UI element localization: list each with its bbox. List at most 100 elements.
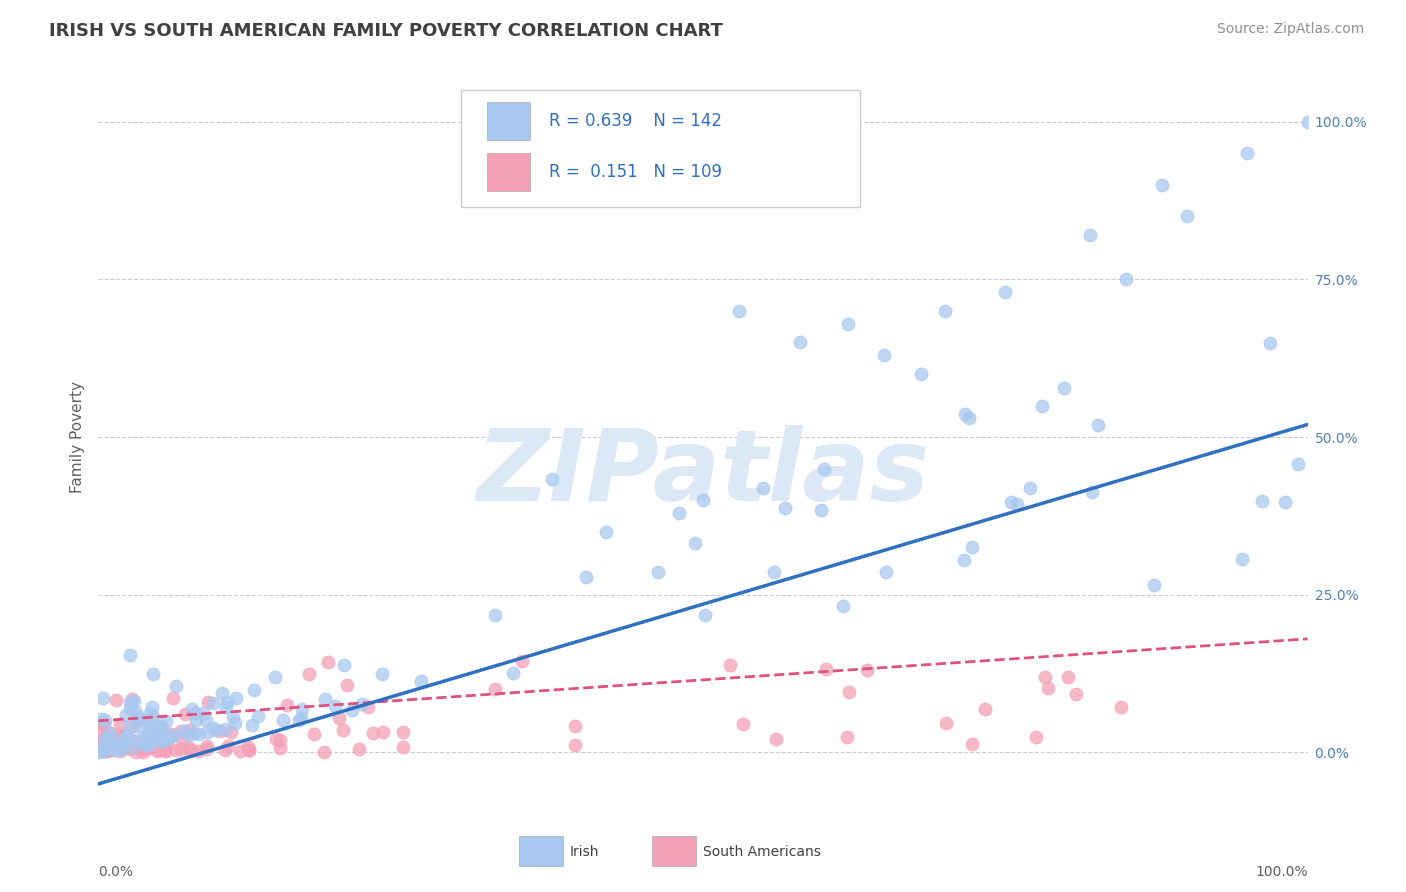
Point	[146, 719, 169, 733]
Point	[94, 744, 117, 758]
Point	[316, 655, 339, 669]
Point	[110, 741, 132, 756]
FancyBboxPatch shape	[461, 90, 860, 207]
Point	[150, 719, 173, 733]
Point	[411, 674, 433, 689]
Point	[103, 742, 125, 756]
Point	[1036, 681, 1059, 695]
Point	[184, 713, 207, 727]
Point	[114, 730, 136, 744]
Point	[484, 682, 506, 697]
Point	[155, 714, 177, 729]
Point	[98, 743, 121, 757]
Point	[1019, 481, 1042, 495]
Point	[139, 741, 162, 756]
Point	[138, 714, 160, 728]
Point	[114, 731, 136, 745]
Point	[873, 348, 896, 362]
Point	[957, 411, 980, 425]
Point	[87, 740, 110, 755]
Point	[143, 731, 166, 745]
Point	[149, 721, 172, 735]
Point	[100, 741, 122, 756]
Point	[139, 737, 162, 751]
Point	[139, 730, 162, 744]
Text: Source: ZipAtlas.com: Source: ZipAtlas.com	[1216, 22, 1364, 37]
Point	[340, 703, 363, 717]
Point	[153, 733, 176, 747]
Point	[127, 709, 149, 723]
Point	[93, 716, 115, 731]
Point	[574, 570, 596, 584]
Point	[228, 744, 250, 758]
Text: South Americans: South Americans	[703, 845, 821, 859]
Point	[242, 718, 264, 732]
Point	[177, 728, 200, 742]
Point	[138, 727, 160, 741]
Point	[392, 725, 415, 739]
Point	[118, 719, 141, 733]
Point	[856, 663, 879, 677]
Point	[243, 682, 266, 697]
Point	[815, 662, 838, 676]
Point	[90, 715, 112, 730]
Point	[1109, 700, 1132, 714]
Text: 100.0%: 100.0%	[1256, 865, 1308, 879]
Point	[172, 732, 194, 747]
Point	[141, 709, 163, 723]
Point	[910, 367, 932, 381]
Point	[1286, 458, 1309, 472]
Point	[145, 722, 167, 736]
Point	[224, 715, 246, 730]
Point	[155, 736, 177, 750]
Point	[87, 745, 110, 759]
Point	[121, 691, 143, 706]
Point	[217, 739, 239, 753]
Point	[195, 739, 218, 753]
Point	[1000, 494, 1022, 508]
Point	[238, 743, 260, 757]
Point	[107, 741, 129, 756]
Point	[733, 717, 755, 731]
FancyBboxPatch shape	[486, 153, 530, 191]
Point	[1005, 497, 1028, 511]
Point	[195, 725, 218, 739]
Point	[875, 565, 897, 579]
Point	[132, 735, 155, 749]
Point	[683, 535, 706, 549]
Point	[765, 731, 787, 746]
Point	[276, 698, 298, 712]
Point	[146, 744, 169, 758]
Point	[288, 714, 311, 728]
Point	[328, 711, 350, 725]
Point	[118, 740, 141, 755]
Point	[107, 736, 129, 750]
Point	[512, 654, 534, 668]
Point	[1056, 670, 1078, 684]
Point	[371, 667, 394, 681]
Point	[148, 743, 170, 757]
Point	[181, 702, 204, 716]
Point	[837, 731, 859, 745]
Point	[173, 723, 195, 738]
Point	[163, 728, 186, 742]
Point	[96, 730, 118, 744]
Point	[134, 738, 156, 752]
Point	[1175, 210, 1198, 224]
Point	[219, 725, 242, 739]
Point	[208, 723, 231, 738]
Point	[183, 706, 205, 720]
Point	[290, 711, 312, 725]
Point	[934, 304, 956, 318]
Point	[356, 700, 378, 714]
Point	[762, 565, 785, 579]
Point	[177, 741, 200, 756]
Point	[132, 745, 155, 759]
Point	[93, 744, 115, 758]
Point	[333, 657, 356, 672]
Point	[103, 741, 125, 756]
Point	[115, 741, 138, 756]
Point	[165, 680, 187, 694]
Point	[122, 718, 145, 732]
Point	[90, 716, 112, 731]
